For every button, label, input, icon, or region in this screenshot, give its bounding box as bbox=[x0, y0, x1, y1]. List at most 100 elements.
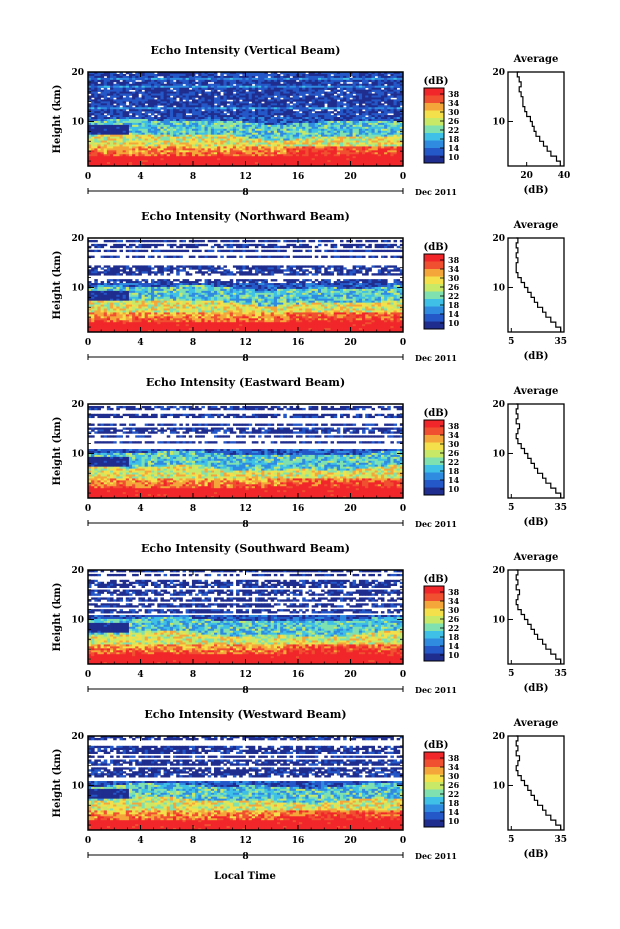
heatmap-cell bbox=[261, 72, 265, 75]
heatmap-cell bbox=[277, 122, 281, 126]
heatmap-cell bbox=[176, 111, 180, 114]
heatmap-cell bbox=[352, 103, 357, 106]
heatmap-cell bbox=[277, 89, 281, 92]
heatmap-cell bbox=[110, 107, 114, 110]
heatmap-cell bbox=[191, 122, 196, 126]
heatmap-cell bbox=[125, 162, 130, 165]
heatmap-cell bbox=[302, 126, 306, 130]
heatmap-cell bbox=[289, 142, 294, 145]
heatmap-cell bbox=[217, 119, 221, 122]
heatmap-cell bbox=[327, 99, 331, 102]
heatmap-cell bbox=[289, 101, 294, 104]
heatmap-cell bbox=[173, 91, 177, 94]
heatmap-cell bbox=[113, 115, 117, 118]
heatmap-cell bbox=[333, 158, 338, 161]
heatmap-cell bbox=[251, 132, 256, 136]
y-tick-label: 20 bbox=[71, 68, 84, 78]
heatmap-cell bbox=[91, 109, 95, 112]
heatmap-cell bbox=[106, 119, 111, 122]
heatmap-cell bbox=[390, 99, 394, 102]
heatmap-cell bbox=[333, 148, 338, 151]
heatmap-cell bbox=[132, 162, 136, 165]
heatmap-cell bbox=[160, 117, 164, 120]
heatmap-cell bbox=[113, 122, 117, 126]
heatmap-cell bbox=[340, 83, 344, 87]
heatmap-cell bbox=[220, 95, 224, 98]
heatmap-cell bbox=[113, 144, 117, 147]
heatmap-cell bbox=[374, 142, 379, 145]
heatmap-cell bbox=[179, 89, 183, 92]
heatmap-cell bbox=[122, 128, 127, 132]
heatmap-cell bbox=[160, 130, 164, 134]
heatmap-cell bbox=[245, 144, 249, 147]
heatmap-cell bbox=[321, 136, 325, 139]
heatmap-cell bbox=[151, 144, 155, 147]
heatmap-cell bbox=[195, 113, 199, 116]
heatmap-cell bbox=[343, 134, 347, 137]
heatmap-cell bbox=[185, 115, 190, 118]
heatmap-cell bbox=[387, 134, 391, 137]
heatmap-cell bbox=[399, 113, 404, 116]
heatmap-cell bbox=[396, 77, 401, 81]
heatmap-cell bbox=[283, 124, 287, 128]
heatmap-cell bbox=[340, 156, 344, 159]
heatmap-cell bbox=[236, 109, 240, 112]
heatmap-cell bbox=[103, 322, 108, 325]
heatmap-cell bbox=[362, 154, 366, 157]
heatmap-cell bbox=[245, 117, 249, 120]
heatmap-cell bbox=[100, 320, 105, 323]
heatmap-cell bbox=[220, 140, 224, 143]
heatmap-cell bbox=[166, 140, 171, 143]
heatmap-cell bbox=[106, 296, 111, 300]
heatmap-cell bbox=[204, 115, 209, 118]
heatmap-cell bbox=[317, 152, 322, 155]
heatmap-cell bbox=[232, 113, 237, 116]
heatmap-cell bbox=[336, 111, 341, 114]
heatmap-cell bbox=[182, 156, 186, 159]
heatmap-cell bbox=[147, 144, 152, 147]
heatmap-cell bbox=[110, 290, 114, 294]
heatmap-cell bbox=[94, 300, 98, 303]
heatmap-cell bbox=[292, 140, 297, 143]
heatmap-cell bbox=[106, 285, 111, 288]
heatmap-cell bbox=[358, 117, 363, 120]
heatmap-cell bbox=[286, 77, 290, 81]
heatmap-cell bbox=[289, 89, 294, 92]
heatmap-cell bbox=[207, 115, 212, 118]
heatmap-cell bbox=[346, 150, 350, 153]
heatmap-cell bbox=[314, 156, 319, 159]
heatmap-cell bbox=[169, 162, 174, 165]
heatmap-cell bbox=[157, 77, 161, 81]
heatmap-cell bbox=[283, 160, 287, 163]
heatmap-cell bbox=[88, 324, 92, 327]
heatmap-cell bbox=[308, 83, 312, 87]
heatmap-cell bbox=[176, 138, 180, 141]
heatmap-cell bbox=[368, 128, 372, 132]
heatmap-cell bbox=[163, 122, 168, 126]
heatmap-cell bbox=[103, 312, 108, 315]
heatmap-cell bbox=[270, 79, 275, 83]
heatmap-cell bbox=[343, 146, 347, 149]
heatmap-cell bbox=[223, 119, 227, 122]
heatmap-cell bbox=[321, 109, 325, 112]
heatmap-cell bbox=[336, 73, 341, 77]
heatmap-cell bbox=[163, 160, 168, 163]
heatmap-cell bbox=[242, 148, 246, 151]
heatmap-cell bbox=[349, 124, 353, 128]
heatmap-cell bbox=[160, 79, 164, 83]
heatmap-cell bbox=[94, 99, 98, 102]
heatmap-cell bbox=[91, 308, 95, 311]
heatmap-cell bbox=[157, 140, 161, 143]
heatmap-cell bbox=[264, 117, 268, 120]
heatmap-cell bbox=[204, 111, 209, 114]
heatmap-cell bbox=[340, 148, 344, 151]
heatmap-cell bbox=[88, 134, 92, 137]
heatmap-cell bbox=[380, 91, 385, 94]
heatmap-cell bbox=[277, 126, 281, 130]
heatmap-cell bbox=[311, 105, 316, 108]
heatmap-cell bbox=[223, 97, 227, 100]
heatmap-cell bbox=[245, 146, 249, 149]
heatmap-cell bbox=[399, 72, 404, 75]
heatmap-cell bbox=[100, 89, 105, 92]
